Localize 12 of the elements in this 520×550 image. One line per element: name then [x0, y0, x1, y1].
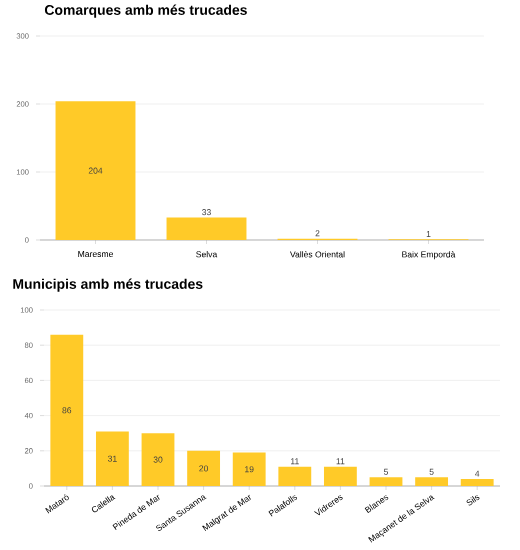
- bar: [460, 478, 494, 486]
- bar: [55, 101, 136, 240]
- bar: [187, 450, 221, 486]
- bar: [415, 477, 449, 486]
- bar: [166, 217, 247, 240]
- bar: [232, 452, 266, 486]
- bar: [95, 431, 129, 486]
- bar: [278, 466, 312, 486]
- bar: [323, 466, 357, 486]
- bar: [141, 433, 175, 486]
- bar: [50, 334, 84, 486]
- bar: [369, 477, 403, 486]
